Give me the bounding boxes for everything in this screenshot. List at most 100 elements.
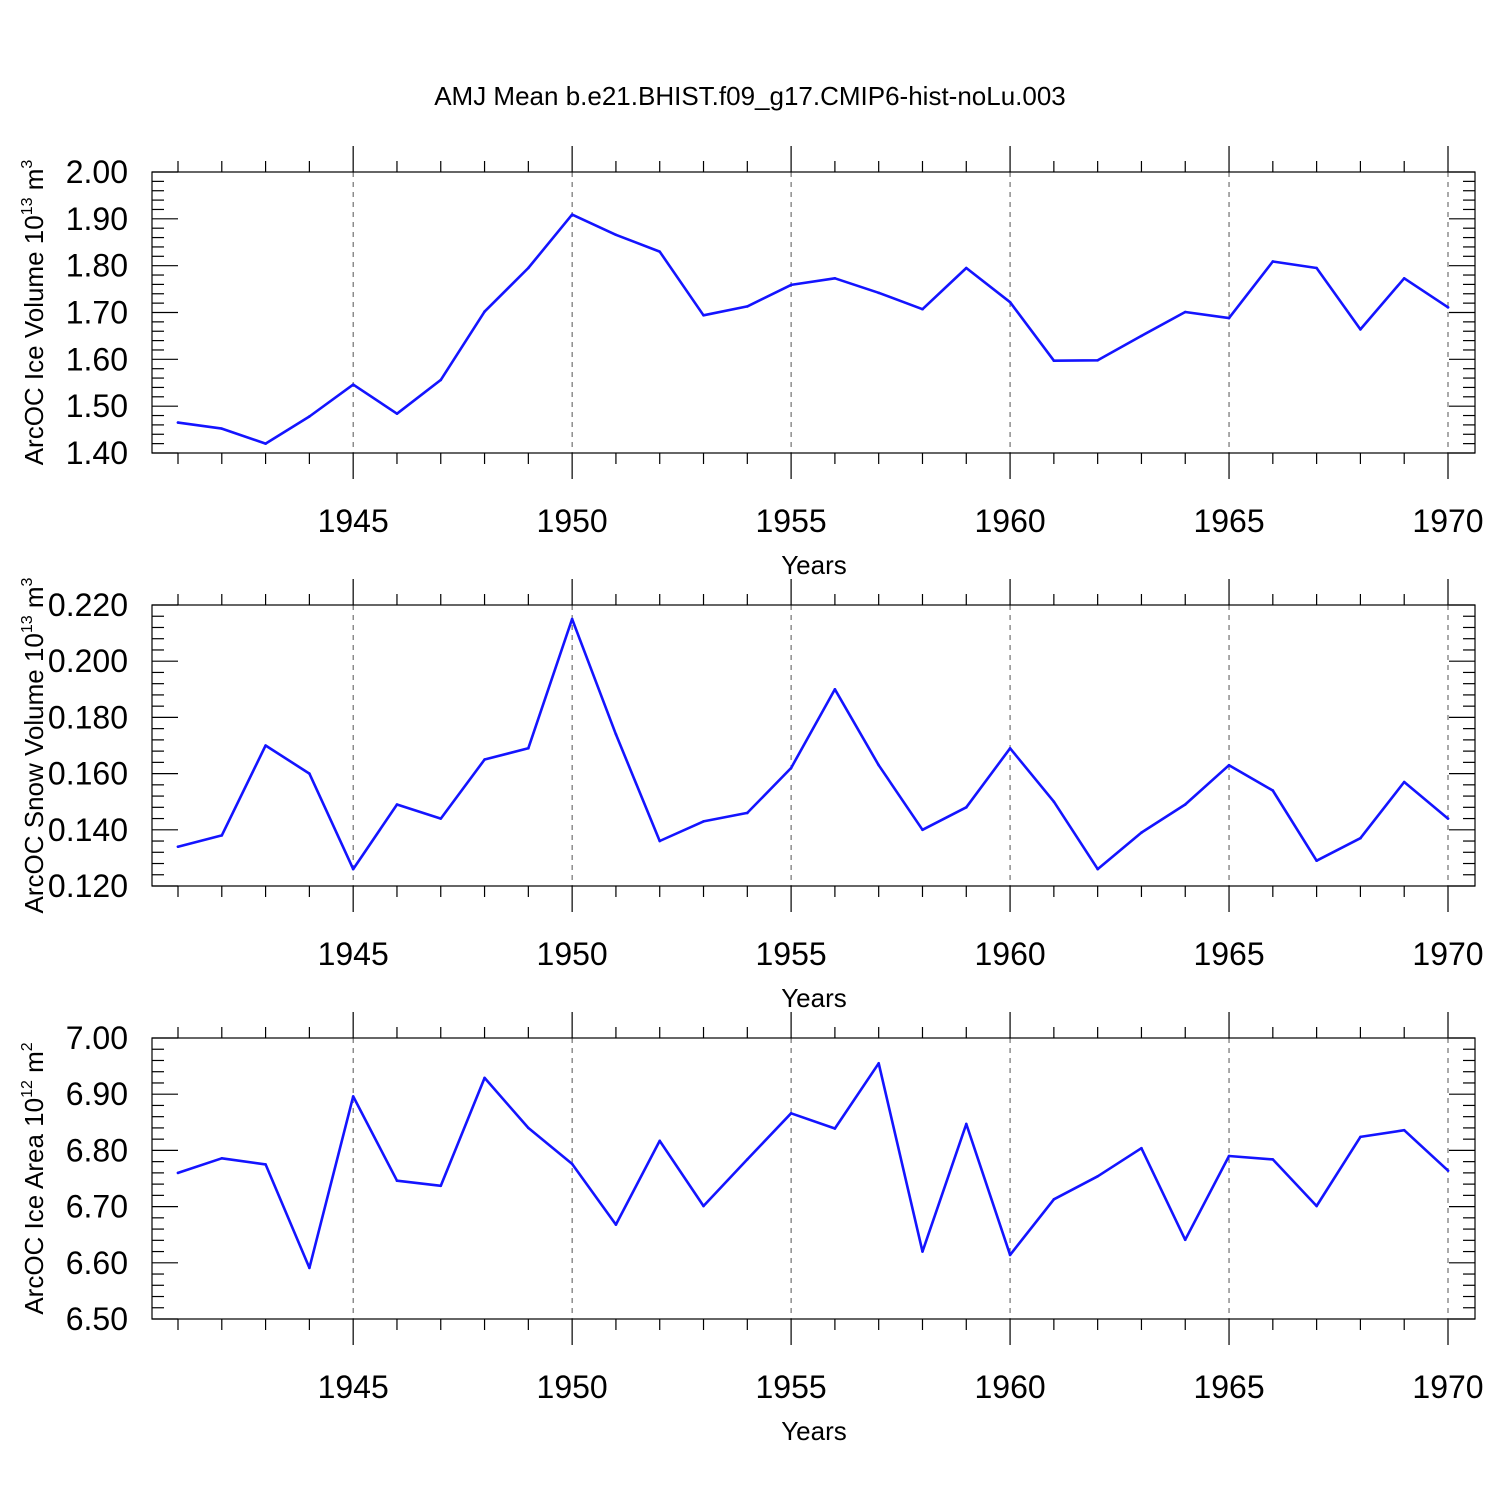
x-axis-label: Years [781,1416,847,1446]
data-point [1271,260,1275,263]
data-point [483,1076,486,1080]
data-point [483,758,486,761]
y-tick-label: 0.200 [48,643,128,679]
y-axis-label-superscript: 2 [19,1042,36,1051]
data-point [658,1139,662,1143]
data-point [351,1095,355,1098]
chart-panel-1: 1.40 1.50 1.60 1.70 1.80 1.90 2.00 1945 1950 1955… [19,146,1484,580]
data-point [1446,306,1450,309]
y-axis-label: ArcOC Snow Volume 1013 m3 [19,577,49,913]
y-tick-label: 1.70 [66,295,128,331]
data-point [308,415,311,418]
data-point [833,1127,837,1130]
data-point [570,213,574,216]
y-axis-label-part: m [19,1051,49,1080]
y-tick-label: 1.50 [66,388,128,424]
x-tick-label: 1960 [974,503,1045,539]
data-point [1052,1197,1056,1201]
y-axis-label-superscript: 3 [19,160,36,169]
x-tick-label: 1950 [537,503,608,539]
data-point [877,291,880,295]
x-tick-label: 1965 [1193,1369,1264,1405]
data-point [964,1122,968,1126]
data-point [921,307,924,311]
data-point [877,763,880,767]
x-tick-label: 1970 [1412,936,1483,972]
y-axis-label-superscript: 3 [19,577,36,586]
data-point [570,617,574,621]
y-tick-label: 0.160 [48,756,128,792]
y-axis-label-superscript: 13 [19,197,36,215]
data-point [658,250,662,253]
data-point [746,811,749,815]
x-tick-label: 1950 [537,1369,608,1405]
data-point [220,1156,224,1160]
x-tick-label: 1945 [318,503,389,539]
data-point [1402,1128,1406,1132]
data-point [1008,747,1012,750]
plot-frame [151,171,1476,454]
y-axis-label-superscript: 13 [19,615,36,633]
data-point [1096,358,1099,362]
y-tick-label: 0.120 [48,868,128,904]
data-point [1271,789,1275,792]
data-point [1052,359,1056,363]
y-tick-label: 0.220 [48,587,128,623]
data-point [614,1223,618,1226]
y-tick-label: 6.50 [66,1301,128,1337]
y-axis-label: ArcOC Ice Volume 1013 m3 [19,160,49,466]
data-point [1227,763,1231,767]
data-point [176,421,180,424]
x-tick-label: 1955 [756,503,827,539]
data-point [702,1204,705,1208]
data-point [308,772,311,775]
x-axis-label: Years [781,550,847,580]
y-tick-label: 6.80 [66,1132,128,1168]
y-tick-label: 1.80 [66,248,128,284]
x-axis-label: Years [781,983,847,1013]
series-line [176,617,1450,871]
data-point [702,314,705,317]
data-point [1096,1174,1099,1178]
data-point [1359,836,1362,840]
data-point [351,867,355,871]
y-axis-label: ArcOC Ice Area 1012 m2 [19,1042,49,1314]
data-point [395,412,399,415]
x-tick-label: 1955 [756,936,827,972]
y-tick-label: 0.180 [48,699,128,735]
series-line [176,1062,1450,1270]
data-point [1183,803,1187,806]
series-line [176,213,1450,445]
data-point [1008,300,1012,304]
x-tick-label: 1960 [974,936,1045,972]
data-point [789,283,793,287]
data-point [964,806,968,809]
y-tick-label: 0.140 [48,812,128,848]
y-axis-label-superscript: 12 [19,1080,36,1098]
data-point [351,383,355,386]
data-point [921,1250,924,1253]
data-point [1140,831,1143,834]
x-tick-label: 1965 [1193,503,1264,539]
chart-panel-3: 6.50 6.60 6.70 6.80 6.90 7.00 1945 1950 1955 1960… [19,1012,1484,1446]
data-point [614,732,618,736]
data-point [921,828,924,832]
data-point [746,1158,749,1161]
chart-panel-2: 0.120 0.140 0.160 0.180 0.200 0.220 1945 1950 19… [19,577,1484,1013]
x-tick-label: 1945 [318,1369,389,1405]
chart-title: AMJ Mean b.e21.BHIST.f09_g17.CMIP6-hist-… [434,81,1066,111]
y-tick-label: 1.40 [66,435,128,471]
data-point [964,266,968,270]
data-point [264,1163,267,1166]
y-axis-label-part: ArcOC Ice Volume 10 [19,215,49,465]
data-point [1052,800,1056,803]
data-point [220,834,224,837]
data-point [702,820,705,823]
data-point [439,817,443,820]
data-point [1315,266,1318,270]
data-point [570,1162,574,1166]
y-tick-label: 6.70 [66,1189,128,1225]
y-axis-label-part: m [19,169,49,198]
y-tick-label: 6.90 [66,1076,128,1112]
